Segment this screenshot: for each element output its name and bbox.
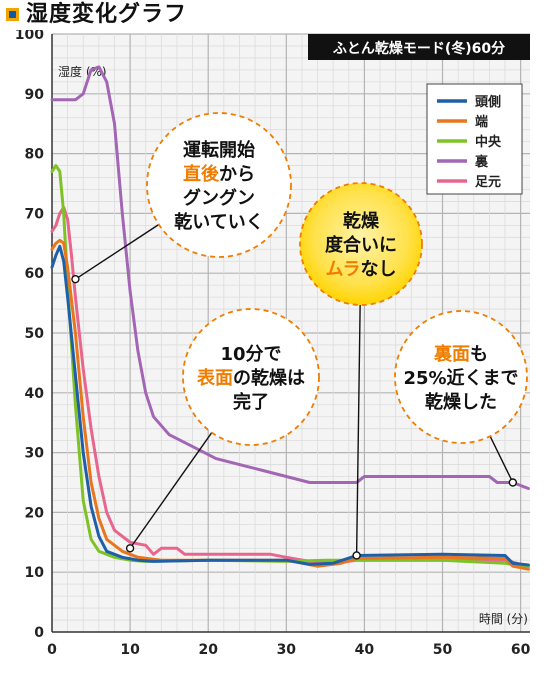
series-lines [50, 65, 530, 571]
annotation-text: 運転開始 [183, 139, 255, 161]
y-tick-label: 90 [25, 87, 45, 103]
y-tick-label: 40 [25, 386, 45, 402]
annotation-text-segment: 度合いに [325, 234, 397, 256]
annotation-leader [489, 435, 514, 483]
title-square-icon [6, 8, 19, 21]
chart-title: 湿度変化グラフ [26, 2, 188, 27]
annotation-leader [355, 304, 361, 556]
legend-label: 頭側 [475, 94, 501, 110]
chart-header: 湿度変化グラフ [0, 0, 551, 30]
annotation-marker [508, 478, 518, 487]
y-tick-label: 10 [25, 565, 45, 581]
annotation-marker [71, 274, 80, 284]
y-tick-label: 100 [15, 30, 44, 43]
annotation-text-segment: 直後 [183, 163, 220, 185]
annotation-text: 直後から [183, 163, 255, 185]
annotation-text-segment: ムラ [325, 259, 360, 280]
annotation-text-segment: 表面 [197, 367, 233, 389]
annotation-marker [352, 551, 361, 560]
legend-label: 端 [475, 114, 488, 130]
annotation-text: ムラなし [325, 259, 396, 280]
y-tick-label: 60 [25, 266, 45, 282]
annotation-text-segment: 乾いていく [174, 211, 263, 233]
x-tick-label: 40 [355, 642, 375, 658]
annotation-text: 乾燥 [343, 210, 380, 232]
annotation-text: 完了 [233, 391, 269, 413]
annotation-text-segment: 10分で [220, 344, 281, 365]
annotation-bubble [394, 310, 528, 444]
annotation-text-segment: 25%近くまで [403, 367, 518, 389]
annotation-text-segment: 乾燥した [425, 391, 497, 413]
annotation-text: 裏面も [433, 343, 488, 365]
subtitle-background [308, 34, 530, 60]
annotation-text: 乾燥した [425, 391, 497, 413]
annotation-text-segment: グングン [183, 187, 255, 209]
annotation-leader [75, 223, 160, 280]
annotation-bubble [182, 308, 320, 446]
annotation-text-segment: も [470, 344, 488, 365]
x-tick-label: 30 [277, 642, 297, 658]
subtitle-text: ふとん乾燥モード(冬)60分 [333, 40, 505, 57]
x-tick-label: 20 [198, 642, 218, 658]
legend-label: 足元 [475, 175, 501, 190]
annotation-text: 表面の乾燥は [197, 367, 305, 389]
annotation-text-segment: の乾燥は [233, 367, 305, 389]
y-tick-label: 70 [25, 206, 45, 222]
x-tick-label: 0 [47, 642, 57, 658]
y-tick-label: 20 [25, 505, 45, 521]
x-tick-label: 50 [433, 642, 453, 658]
y-tick-label: 0 [34, 625, 44, 641]
x-tick-label: 60 [511, 642, 531, 658]
annotation-text-segment: 乾燥 [343, 210, 380, 232]
y-tick-label: 30 [25, 446, 45, 462]
series-line-0 [50, 244, 530, 567]
annotation-leader [129, 432, 213, 549]
legend-label: 裏 [474, 154, 489, 170]
annotation-text: 度合いに [325, 234, 397, 256]
legend-label: 中央 [475, 134, 502, 150]
x-tick-label: 10 [120, 642, 140, 658]
subtitle-box: ふとん乾燥モード(冬)60分 [308, 34, 530, 60]
y-tick-label: 50 [25, 326, 45, 342]
annotation-bubble [299, 182, 423, 306]
annotation-text-segment: なし [361, 259, 397, 280]
annotation-text: 乾いていく [174, 211, 263, 233]
annotations: 運転開始直後からグングン乾いていく10分で表面の乾燥は完了乾燥度合いにムラなし裏… [71, 112, 528, 560]
series-line-1 [50, 238, 530, 571]
annotation-text-segment: 完了 [233, 391, 269, 413]
annotation-text-segment: から [219, 164, 255, 185]
x-axis-label: 時間 (分) [479, 612, 528, 626]
annotation-text-segment: 運転開始 [183, 139, 255, 161]
annotation-bubble [146, 112, 292, 258]
annotation-text: 10分で [220, 344, 281, 365]
annotation-text: 25%近くまで [403, 367, 518, 389]
series-line-3 [50, 65, 530, 490]
annotation-text-segment: 裏面 [433, 343, 470, 365]
y-tick-label: 80 [25, 147, 45, 163]
annotation-marker [125, 544, 135, 553]
annotation-text: グングン [183, 187, 255, 209]
